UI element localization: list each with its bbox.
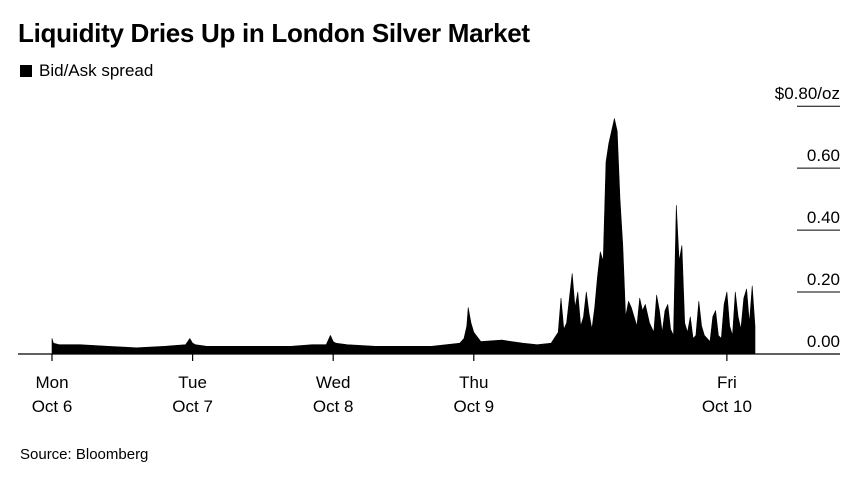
gridlines (797, 105, 840, 293)
y-axis-labels: 0.00 0.20 0.40 0.60 $0.80/oz (775, 84, 840, 351)
legend-label: Bid/Ask spread (39, 61, 154, 80)
x-tick-label: Tue (178, 373, 207, 392)
x-tick-label: Mon (35, 373, 68, 392)
x-tick-label: Oct 6 (32, 397, 73, 416)
y-tick-label: 0.20 (807, 270, 840, 289)
x-tick-label: Oct 8 (313, 397, 354, 416)
legend-swatch (20, 65, 32, 77)
y-tick-label: 0.40 (807, 208, 840, 227)
series-area-bid-ask-spread (51, 118, 756, 355)
chart-title: Liquidity Dries Up in London Silver Mark… (18, 18, 530, 48)
y-tick-label: $0.80/oz (775, 84, 840, 103)
y-tick-label: 0.60 (807, 146, 840, 165)
legend: Bid/Ask spread (20, 61, 153, 81)
source-note: Source: Bloomberg (20, 446, 149, 463)
area-layer (51, 118, 756, 355)
x-tick-label: Thu (459, 373, 488, 392)
x-axis (18, 353, 840, 361)
x-tick-label: Oct 7 (172, 397, 213, 416)
y-tick-label: 0.00 (807, 332, 840, 351)
x-tick-label: Wed (316, 373, 351, 392)
x-axis-labels: Mon Oct 6 Tue Oct 7 Wed Oct 8 Thu Oct 9 Fri Oct 1… (32, 373, 752, 416)
x-tick-label: Oct 9 (453, 397, 494, 416)
x-tick-label: Oct 10 (702, 397, 752, 416)
x-tick-label: Fri (717, 373, 737, 392)
